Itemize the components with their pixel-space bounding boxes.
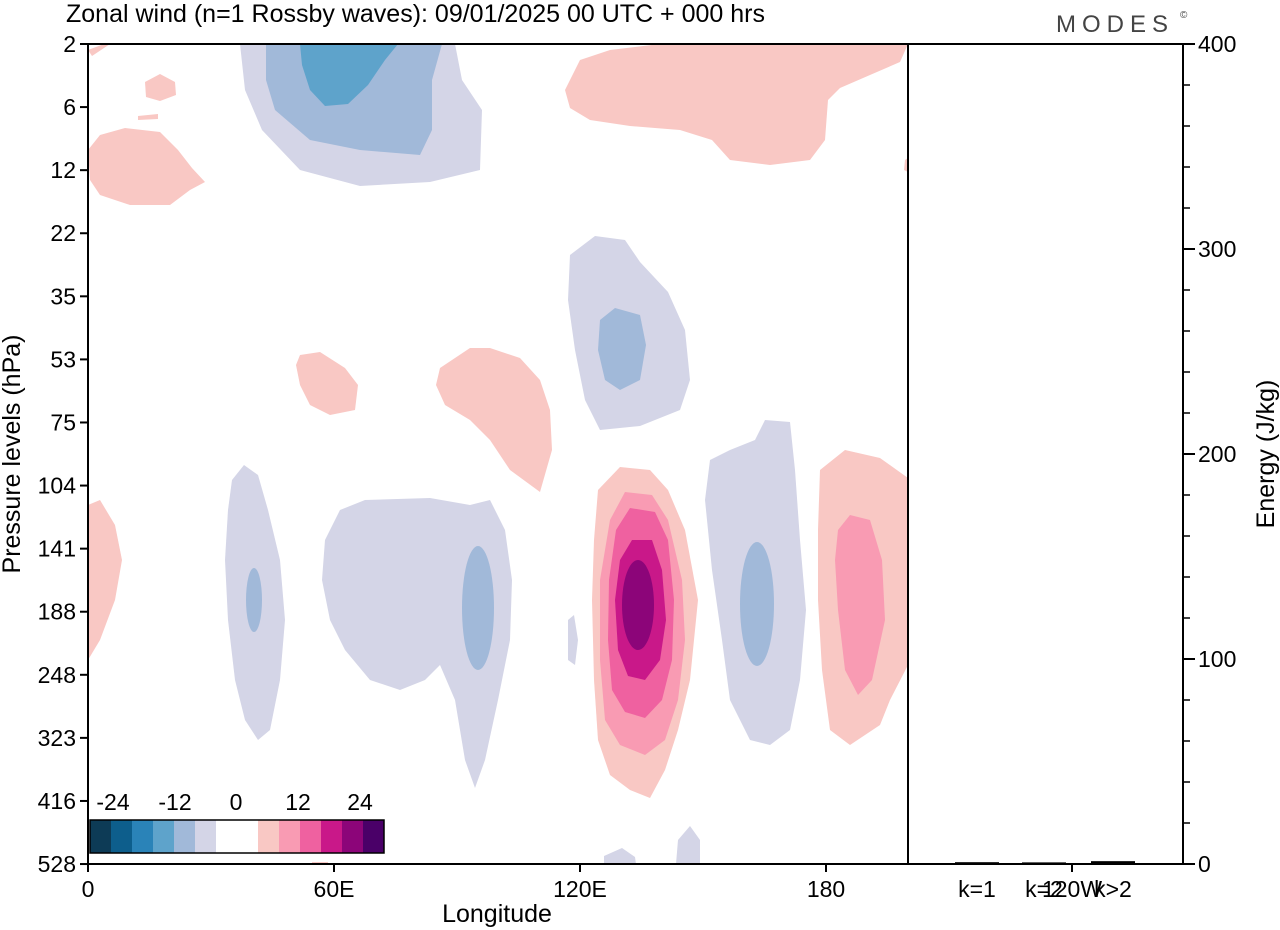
contour-pos-mid-center <box>436 348 552 492</box>
y-tick-label: 22 <box>50 220 76 246</box>
energy-axis-label: Energy (J/kg) <box>1252 380 1280 529</box>
colorbar-tick-label: 12 <box>285 789 311 815</box>
energy-category-label: k=1 <box>958 876 996 902</box>
colorbar-swatch <box>342 820 363 853</box>
energy-bar <box>1022 862 1066 865</box>
colorbar-swatch <box>174 820 195 853</box>
y-tick-label: 6 <box>63 94 76 120</box>
energy-tick-label: 0 <box>1198 851 1211 877</box>
energy-bar <box>955 862 999 865</box>
x-tick-label: 0 <box>82 876 95 902</box>
y-tick-label: 35 <box>50 283 76 309</box>
energy-category-label: k>2 <box>1094 876 1132 902</box>
x-tick-label: 120E <box>553 876 607 902</box>
brand-logo: MODES <box>1056 11 1174 38</box>
x-axis-label: Longitude <box>442 900 552 928</box>
colorbar-swatch <box>195 820 216 853</box>
contour-field <box>88 44 908 864</box>
colorbar-tick-label: -12 <box>158 789 191 815</box>
colorbar-tick-label: 24 <box>347 789 373 815</box>
colorbar: -24 -12 0 12 24 <box>88 789 385 862</box>
y-tick-label: 323 <box>38 725 76 751</box>
energy-tick-label: 300 <box>1198 236 1236 262</box>
y-tick-label: 104 <box>38 473 77 499</box>
energy-bar <box>1091 861 1135 864</box>
main-panel-border <box>87 43 909 865</box>
y-tick-label: 416 <box>38 788 76 814</box>
colorbar-swatch <box>300 820 321 853</box>
colorbar-swatch <box>111 820 132 853</box>
y-tick-label: 248 <box>38 662 76 688</box>
energy-category-label: k=2 <box>1025 876 1063 902</box>
contour-neg-mid-core <box>598 308 646 390</box>
y-tick-label: 141 <box>38 536 76 562</box>
colorbar-swatch <box>216 820 237 853</box>
y-tick-label: 528 <box>38 851 76 877</box>
contour-neg-upper-core <box>300 44 398 106</box>
contour-pos-right-core <box>835 515 885 695</box>
colorbar-swatch <box>237 820 258 853</box>
colorbar-swatch <box>258 820 279 853</box>
y-tick-label: 12 <box>50 157 76 183</box>
energy-tick-label: 400 <box>1198 31 1236 57</box>
colorbar-swatch <box>363 820 384 853</box>
chart-title: Zonal wind (n=1 Rossby waves): 09/01/202… <box>66 0 765 28</box>
x-axis: 060E120E180120W60W <box>82 864 1102 902</box>
colorbar-tick-label: -24 <box>96 789 129 815</box>
energy-tick-label: 100 <box>1198 646 1236 672</box>
contour-neg-lower-center-core <box>462 546 494 670</box>
energy-panel: 0 100 200 300 400 k=1 k=2 k>2 <box>955 31 1236 902</box>
contour-pos-small-a <box>145 74 176 101</box>
colorbar-tick-label: 0 <box>230 789 243 815</box>
y-tick-label: 2 <box>63 31 76 57</box>
colorbar-swatch <box>279 820 300 853</box>
contour-pos-topleft-sliver <box>88 44 110 56</box>
colorbar-border <box>89 819 385 854</box>
y-axis-label: Pressure levels (hPa) <box>0 335 26 574</box>
y-tick-label: 188 <box>38 599 76 625</box>
contour-pos-upper-right <box>565 44 908 165</box>
contour-pos-left-edge <box>88 500 122 660</box>
contour-neg-bottom-a <box>604 848 636 864</box>
colorbar-swatch <box>132 820 153 853</box>
brand-mark: © <box>1180 10 1188 21</box>
y-axis: 2 6 12 22 35 53 75 104 141 188 248 323 416 528 <box>38 31 88 877</box>
contour-neg-lower-center <box>322 498 512 788</box>
x-tick-label: 180 <box>807 876 845 902</box>
contour-neg-lower-left-core <box>246 568 262 632</box>
contour-pos-mid-left <box>296 352 358 415</box>
contour-pos-left <box>88 128 205 205</box>
contour-neg-bottom-b <box>676 826 700 864</box>
colorbar-swatch <box>90 820 111 853</box>
contour-neg-lower-right-core <box>740 542 774 666</box>
contour-neg-small <box>568 615 578 665</box>
y-tick-label: 75 <box>50 409 76 435</box>
x-tick-label: 120W <box>1042 876 1102 902</box>
x-tick-label: 60E <box>314 876 355 902</box>
energy-tick-label: 200 <box>1198 441 1236 467</box>
colorbar-swatch <box>321 820 342 853</box>
contour-pos-small-b <box>138 114 158 120</box>
y-tick-label: 53 <box>50 346 76 372</box>
colorbar-swatch <box>153 820 174 853</box>
contour-pos-main-core <box>622 560 654 650</box>
